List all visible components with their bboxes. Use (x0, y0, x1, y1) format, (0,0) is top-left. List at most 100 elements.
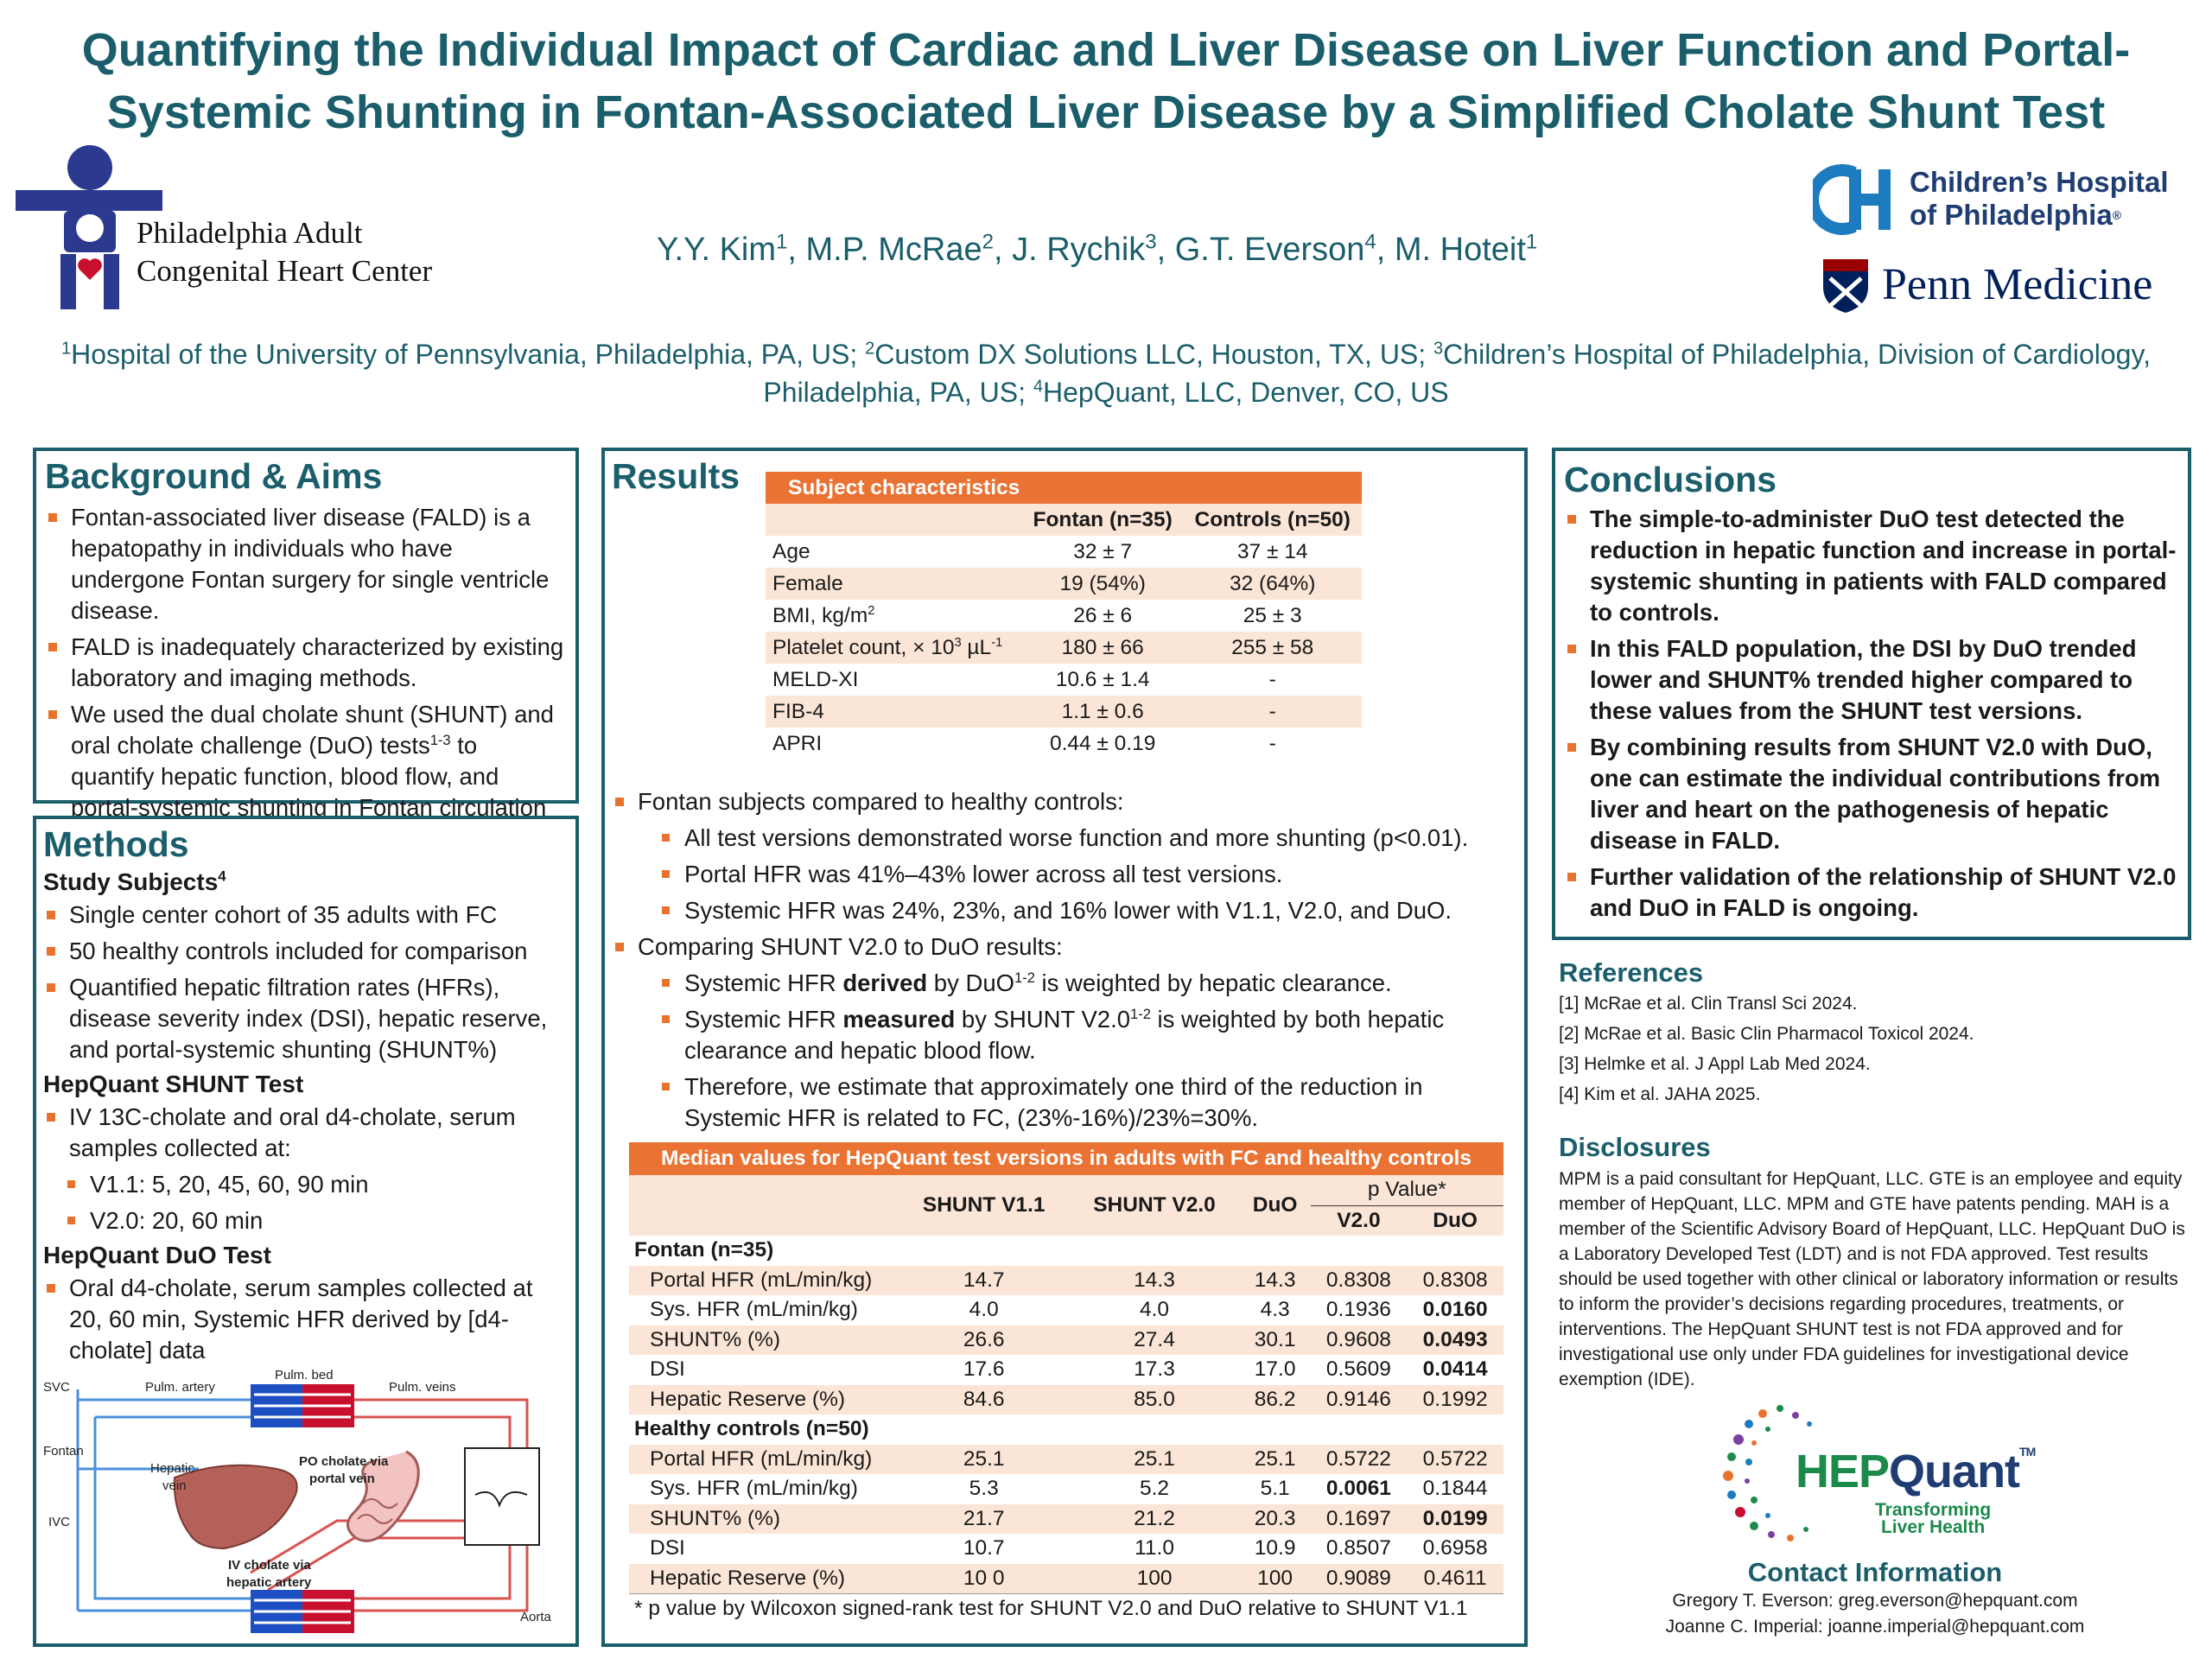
list-item: Systemic HFR was 24%, 23%, and 16% lower… (658, 895, 1514, 926)
contact-heading: Contact Information (1747, 1557, 2003, 1587)
table-header: V2.0 (1310, 1205, 1408, 1236)
disclosures-heading: Disclosures (1559, 1132, 1711, 1162)
table-row: DSI 10.7 11.0 10.9 0.8507 0.6958 (629, 1534, 1503, 1564)
list-item: In this FALD population, the DSI by DuO … (1564, 633, 2179, 727)
author: G.T. Everson4, (1174, 230, 1395, 268)
table-row: SHUNT% (%) 21.7 21.2 20.3 0.1697 0.0199 (629, 1503, 1503, 1534)
table-row: MELD-XI 10.6 ± 1.4- (766, 664, 1362, 696)
padult-name-line2: Congenital Heart Center (137, 254, 433, 288)
liver-icon (173, 1464, 298, 1550)
diagram-label: Aorta (520, 1610, 552, 1624)
duo-test-heading: HepQuant DuO Test (43, 1242, 271, 1268)
methods-heading: Methods (43, 824, 189, 864)
shunt-test-heading: HepQuant SHUNT Test (43, 1071, 304, 1097)
diagram-label: portal vein (309, 1471, 375, 1486)
table-row: FIB-4 1.1 ± 0.6- (766, 696, 1362, 728)
table-header: SHUNT V1.1 (899, 1175, 1070, 1236)
table-header: DuO (1239, 1175, 1311, 1236)
penn-shield-icon (1823, 259, 1868, 313)
table-row: SHUNT% (%) 26.6 27.4 30.1 0.9608 0.0493 (629, 1325, 1503, 1355)
chop-name-line1: Children’s Hospital (1910, 166, 2169, 198)
list-item: V2.0: 20, 60 min (64, 1205, 569, 1236)
chop-logo: Children’s Hospital of Philadelphia® (1813, 161, 2193, 238)
reference-item: [1] McRae et al. Clin Transl Sci 2024. (1559, 994, 1858, 1014)
table-row: Hepatic Reserve (%) 84.6 85.0 86.2 0.9146 0.1… (629, 1384, 1503, 1414)
references-section: References [1] McRae et al. Clin Transl … (1559, 957, 2181, 1109)
table-title: Subject characteristics (766, 472, 1362, 504)
list-item: Oral d4-cholate, serum samples collected… (43, 1273, 569, 1366)
table-row: Platelet count, × 103 µL-1 180 ± 66 255 ± … (766, 632, 1362, 664)
background-heading: Background & Aims (45, 456, 383, 496)
reference-item: [3] Helmke et al. J Appl Lab Med 2024. (1559, 1054, 1871, 1074)
list-item: All test versions demonstrated worse fun… (658, 823, 1514, 854)
padult-emblem-icon (16, 145, 162, 309)
conclusions-box: Conclusions The simple-to-administer DuO… (1552, 448, 2191, 940)
subject-characteristics-table: Subject characteristics Fontan (n=35) Co… (766, 472, 1362, 760)
pulm-bed-top-icon (251, 1384, 354, 1427)
hepquant-logo: HEPQuantTM Transforming Liver Health (1719, 1400, 2048, 1547)
table-header: SHUNT V2.0 (1069, 1175, 1240, 1236)
author: M.P. McRae2, (805, 230, 1013, 268)
list-item: IV 13C-cholate and oral d4-cholate, seru… (43, 1102, 569, 1164)
hepquant-quant: Quant (1889, 1446, 2020, 1497)
list-item: Comparing SHUNT V2.0 to DuO results: (612, 931, 1514, 963)
results-box: Results Subject characteristics Fontan (… (601, 448, 1528, 1647)
heart-chamber-icon (464, 1447, 540, 1546)
table-row: Hepatic Reserve (%) 10 0 100 100 0.9089 0.461… (629, 1563, 1503, 1594)
diagram-label: vein (162, 1478, 187, 1493)
study-subjects-heading: Study Subjects4 (43, 868, 226, 895)
fontan-circulation-diagram: SVC Fontan IVC Pulm. artery Pulm. bed Pu… (43, 1368, 552, 1633)
group-label: Fontan (n=35) (629, 1236, 1503, 1266)
padult-logo: Philadelphia Adult Congenital Heart Cent… (16, 145, 465, 309)
reference-item: [4] Kim et al. JAHA 2025. (1559, 1084, 1761, 1104)
diagram-label: Hepatic (150, 1461, 194, 1476)
list-item: Portal HFR was 41%–43% lower across all … (658, 859, 1514, 890)
list-item: The simple-to-administer DuO test detect… (1564, 504, 2179, 628)
list-item: Systemic HFR measured by SHUNT V2.01-2 i… (658, 1004, 1514, 1066)
diagram-label: Pulm. veins (389, 1380, 456, 1395)
list-item: FALD is inadequately characterized by ex… (45, 632, 567, 694)
author: J. Rychik3, (1012, 230, 1175, 268)
conclusions-heading: Conclusions (1564, 460, 1777, 499)
affiliations: 1Hospital of the University of Pennsylva… (61, 339, 2151, 408)
median-table-wrap: Median values for HepQuant test versions… (629, 1142, 1503, 1624)
list-item: Therefore, we estimate that approximatel… (658, 1071, 1514, 1134)
list-item: Fontan-associated liver disease (FALD) i… (45, 502, 567, 626)
contact-line: Gregory T. Everson: greg.everson@hepquan… (1672, 1591, 2078, 1611)
poster-title: Quantifying the Individual Impact of Car… (81, 24, 2131, 138)
contact-section: Contact Information Gregory T. Everson: … (1555, 1557, 2195, 1640)
hepquant-tm: TM (2019, 1445, 2036, 1459)
chop-ch-icon (1813, 164, 1891, 235)
list-item: Single center cohort of 35 adults with F… (43, 899, 569, 931)
reference-item: [2] McRae et al. Basic Clin Pharmacol To… (1559, 1024, 1974, 1044)
references-heading: References (1559, 957, 1704, 988)
penn-medicine-name: Penn Medicine (1882, 260, 2153, 309)
table-header: p Value* (1310, 1175, 1503, 1206)
author-list: Y.Y. Kim1, M.P. McRae2, J. Rychik3, G.T.… (657, 232, 1537, 269)
penn-medicine-logo: Penn Medicine (1821, 256, 2193, 318)
list-item: Fontan subjects compared to healthy cont… (612, 786, 1514, 817)
table-row: DSI 17.6 17.3 17.0 0.5609 0.0414 (629, 1355, 1503, 1385)
author: Y.Y. Kim1, (657, 230, 806, 268)
list-item: Further validation of the relationship o… (1564, 861, 2179, 924)
group-label: Healthy controls (n=50) (629, 1414, 1503, 1445)
results-heading: Results (612, 456, 741, 496)
table-row: BMI, kg/m2 26 ± 6 25 ± 3 (766, 600, 1362, 632)
disclosures-text: MPM is a paid consultant for HepQuant, L… (1559, 1169, 2185, 1389)
hepquant-dots-icon (1723, 1405, 1812, 1541)
median-values-table: SHUNT V1.1 SHUNT V2.0 DuO p Value* V2.0 … (629, 1175, 1503, 1624)
diagram-label: Pulm. bed (275, 1368, 334, 1382)
table-row: Age 32 ± 7 37 ± 14 (766, 536, 1362, 568)
table-row: Sys. HFR (mL/min/kg) 4.0 4.0 4.3 0.1936 0.016… (629, 1295, 1503, 1325)
background-box: Background & Aims Fontan-associated live… (33, 448, 579, 852)
hepquant-tagline-1: Transforming (1875, 1500, 1992, 1520)
table-row: Portal HFR (mL/min/kg) 25.1 25.1 25.1 0.5722… (629, 1444, 1503, 1474)
table-row: Female 19 (54%) 32 (64%) (766, 568, 1362, 600)
list-item: V1.1: 5, 20, 45, 60, 90 min (64, 1169, 569, 1200)
diagram-label: hepatic artery (226, 1575, 312, 1590)
disclosures-section: Disclosures MPM is a paid consultant for… (1559, 1132, 2190, 1392)
diagram-label: Pulm. artery (145, 1380, 215, 1395)
author: M. Hoteit1 (1394, 230, 1538, 268)
table-row: Portal HFR (mL/min/kg) 14.7 14.3 14.3 0.8308… (629, 1265, 1503, 1295)
list-item: Systemic HFR derived by DuO1-2 is weight… (658, 968, 1514, 999)
